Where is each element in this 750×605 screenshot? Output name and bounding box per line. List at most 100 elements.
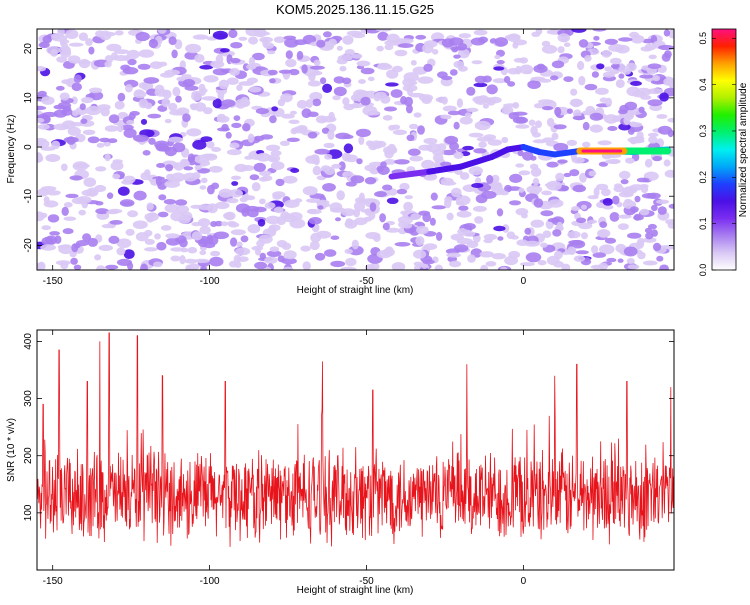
spectrogram-cell [309,91,323,102]
spectrogram-cell [604,66,613,72]
spectrogram-cell [578,75,586,86]
spectrogram-cell [144,247,158,252]
spectrogram-cell [268,224,281,232]
spectrogram-cell [556,221,563,231]
spectrogram-cell [343,143,354,154]
spectrogram-cell [578,39,589,48]
spectrogram-cell [541,106,554,111]
spectrogram-cell [487,139,503,146]
spectrogram-cell [184,85,199,91]
spectrogram-cell [94,254,102,261]
spectrogram-cell [604,38,618,45]
spectrogram-cell [146,202,154,211]
spectrogram-cell [403,72,419,82]
spectrogram-cell [633,213,641,221]
spectrogram-cell [350,175,365,184]
spectrogram-cell [170,255,181,262]
spectrogram-cell [322,183,336,192]
spectrogram-cell [406,86,414,96]
spectrogram-cell [147,113,162,119]
spectrogram-cell [471,183,484,188]
spectrogram-cell [466,86,476,96]
spectrogram-cell [230,229,246,236]
spectrogram-cell [474,216,484,224]
spectrogram-cell [170,211,185,222]
spectrogram-cell [659,264,669,270]
spectrogram-cell [651,229,658,237]
spectrogram-cell [519,64,534,75]
spectrogram-cell [646,192,661,199]
spectrogram-cell [478,141,487,148]
spectrogram-cell [228,29,238,39]
spectrogram-cell [240,235,249,243]
spectrogram-cell [627,232,642,239]
spectrogram-cell [473,29,488,36]
spectrogram-cell [324,153,333,160]
spectrogram-cell [413,249,427,259]
spectrogram-cell [472,96,486,103]
y-tick-label: 20 [23,43,34,55]
spectrogram-cell [182,113,191,122]
spectrogram-cell [87,136,100,144]
spectrogram-cell [164,203,179,213]
spectrogram-cell [248,86,262,93]
spectrogram-cell [599,97,608,103]
spectrogram-cell [571,157,585,164]
spectrogram-cell [100,107,110,117]
spectrogram-cell [598,161,609,167]
spectrogram-cell [201,96,217,101]
spectrogram-cell [599,230,609,238]
spectrogram-cell [450,187,462,198]
spectrogram-cell [133,134,149,142]
spectrogram-cell [73,74,82,83]
spectrogram-cell [236,241,243,248]
spectrogram-cell [376,45,384,52]
spectrogram-cell [657,206,667,215]
spectrogram-cell [191,91,202,101]
spectrogram-cell [198,218,211,227]
spectrogram-cell [307,80,321,87]
spectrogram-cell [383,159,397,165]
spectrogram-cell [65,29,79,40]
spectrogram-x-axis-label: Height of straight line (km) [297,285,414,296]
spectrogram-cell [272,194,282,200]
spectrogram-cell [533,198,544,208]
spectrogram-cell [72,161,89,171]
spectrogram-cell [537,260,547,266]
spectrogram-cell [667,117,674,123]
spectrogram-cell [575,250,589,255]
spectrogram-cell [208,165,223,173]
spectrogram-cell [527,80,541,89]
spectrogram-cell [634,195,641,203]
spectrogram-image [37,29,674,270]
spectrogram-cell [140,118,148,125]
spectrogram-cell [309,240,320,251]
spectrogram-cell [357,90,370,96]
spectrogram-cell [553,261,564,268]
spectrogram-cell [320,77,327,85]
spectrogram-cell [324,249,337,257]
spectrogram-cell [642,38,654,44]
spectrogram-cell [440,161,452,167]
spectrogram-cell [235,247,251,256]
spectrogram-cell [314,148,330,155]
spectrogram-cell [429,217,436,226]
spectrogram-cell [386,69,399,79]
spectrogram-cell [453,151,464,159]
spectrogram-cell [300,245,311,252]
spectrogram-cell [630,206,639,213]
colorbar-frame [711,28,737,271]
spectrogram-cell [267,50,276,55]
y-tick-label: 200 [23,447,34,464]
spectrogram-cell [46,190,61,196]
spectrogram-cell [114,30,124,36]
snr-x-axis-label: Height of straight line (km) [297,585,414,596]
spectrogram-cell [290,110,297,115]
x-tick-label: -150 [43,576,63,587]
spectrogram-cell [125,228,135,236]
spectrogram-cell [598,244,615,255]
spectrogram-cell [524,227,532,235]
spectrogram-cell [104,153,111,162]
spectrogram-cell [409,123,419,130]
spectrogram-cell [132,220,148,229]
